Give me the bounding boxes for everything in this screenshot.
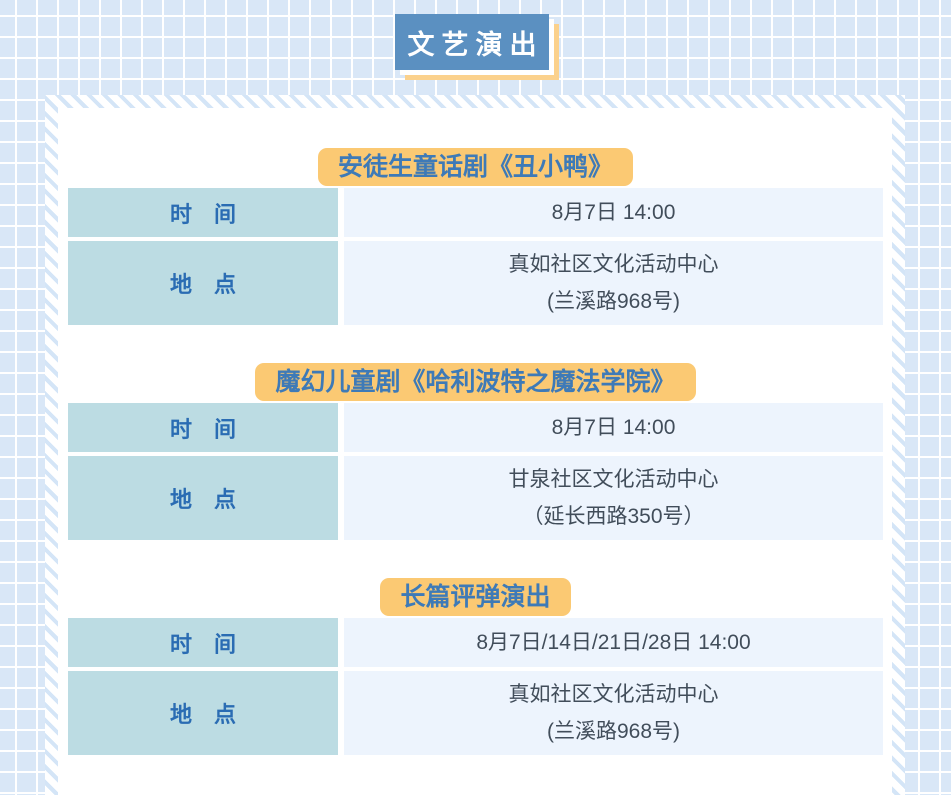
event-title-badge: 长篇评弹演出 bbox=[380, 578, 571, 616]
location-value: 真如社区文化活动中心 (兰溪路968号) bbox=[344, 671, 883, 755]
location-address-line: (兰溪路968号) bbox=[546, 720, 681, 743]
location-address-line: （延长西路350号） bbox=[522, 505, 705, 528]
event-title-badge: 安徒生童话剧《丑小鸭》 bbox=[317, 148, 633, 186]
time-value: 8月7日 14:00 bbox=[344, 188, 883, 237]
event-title-badge: 魔幻儿童剧《哈利波特之魔法学院》 bbox=[255, 363, 696, 401]
event-block: 安徒生童话剧《丑小鸭》 时 间 8月7日 14:00 地 点 真如社区文化活动中… bbox=[68, 148, 883, 325]
time-value: 8月7日/14日/21日/28日 14:00 bbox=[344, 618, 883, 667]
location-value: 甘泉社区文化活动中心 （延长西路350号） bbox=[344, 456, 883, 540]
events-list: 安徒生童话剧《丑小鸭》 时 间 8月7日 14:00 地 点 真如社区文化活动中… bbox=[58, 108, 892, 755]
striped-border-card: 安徒生童话剧《丑小鸭》 时 间 8月7日 14:00 地 点 真如社区文化活动中… bbox=[45, 95, 905, 795]
time-label: 时 间 bbox=[68, 618, 338, 667]
location-name-line: 甘泉社区文化活动中心 bbox=[508, 468, 719, 491]
location-label: 地 点 bbox=[68, 241, 338, 325]
event-block: 长篇评弹演出 时 间 8月7日/14日/21日/28日 14:00 地 点 真如… bbox=[68, 578, 883, 755]
event-location-row: 地 点 真如社区文化活动中心 (兰溪路968号) bbox=[68, 241, 883, 325]
time-value-line: 8月7日 14:00 bbox=[551, 201, 676, 224]
event-time-row: 时 间 8月7日 14:00 bbox=[68, 403, 883, 452]
location-value: 真如社区文化活动中心 (兰溪路968号) bbox=[344, 241, 883, 325]
time-label: 时 间 bbox=[68, 188, 338, 237]
time-label: 时 间 bbox=[68, 403, 338, 452]
event-time-row: 时 间 8月7日 14:00 bbox=[68, 188, 883, 237]
event-location-row: 地 点 真如社区文化活动中心 (兰溪路968号) bbox=[68, 671, 883, 755]
location-name-line: 真如社区文化活动中心 bbox=[508, 253, 719, 276]
location-address-line: (兰溪路968号) bbox=[546, 290, 681, 313]
event-location-row: 地 点 甘泉社区文化活动中心 （延长西路350号） bbox=[68, 456, 883, 540]
time-value-line: 8月7日/14日/21日/28日 14:00 bbox=[476, 631, 751, 654]
time-value: 8月7日 14:00 bbox=[344, 403, 883, 452]
time-value-line: 8月7日 14:00 bbox=[551, 416, 676, 439]
card-inner: 安徒生童话剧《丑小鸭》 时 间 8月7日 14:00 地 点 真如社区文化活动中… bbox=[58, 108, 892, 795]
location-label: 地 点 bbox=[68, 671, 338, 755]
location-label: 地 点 bbox=[68, 456, 338, 540]
event-block: 魔幻儿童剧《哈利波特之魔法学院》 时 间 8月7日 14:00 地 点 甘泉社区… bbox=[68, 363, 883, 540]
page-title: 文艺演出 bbox=[395, 14, 549, 70]
event-time-row: 时 间 8月7日/14日/21日/28日 14:00 bbox=[68, 618, 883, 667]
location-name-line: 真如社区文化活动中心 bbox=[508, 683, 719, 706]
page-title-banner: 文艺演出 bbox=[395, 14, 559, 80]
